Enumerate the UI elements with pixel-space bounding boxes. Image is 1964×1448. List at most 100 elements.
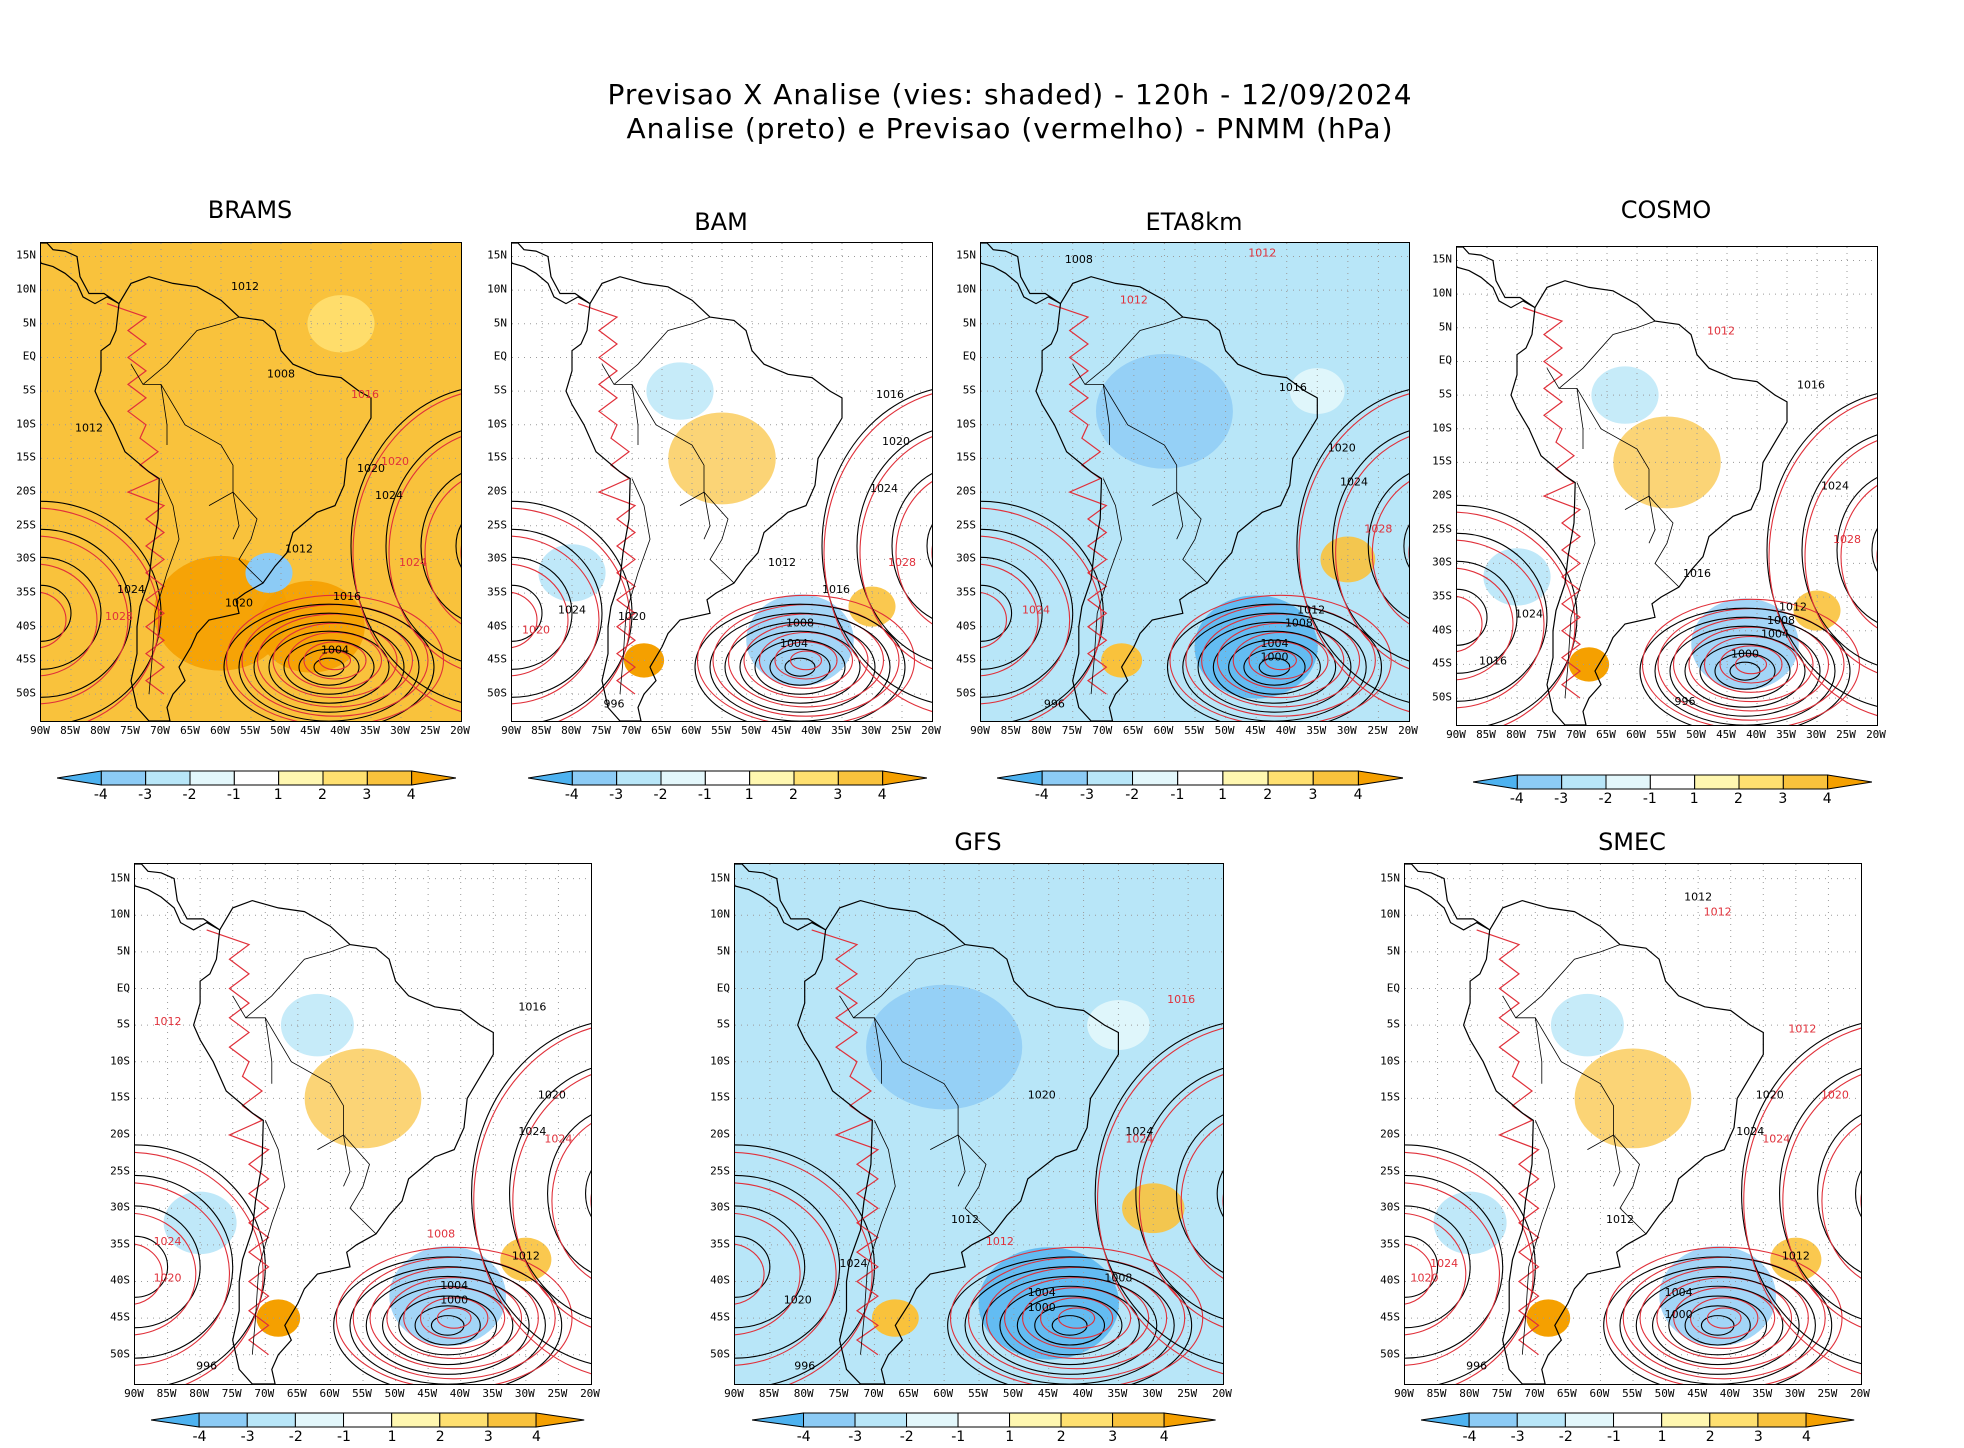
latitude-tick-label: 40S [16,619,36,633]
latitude-tick-label: 40S [710,1273,730,1287]
analysis-isobar-low [1651,1285,1784,1366]
longitude-tick-label: 40W [1719,1387,1740,1400]
longitude-tick-label: 80W [1031,724,1052,737]
latitude-tick-label: 15N [1432,252,1452,266]
isobar-label: 1012 [1707,325,1735,338]
latitude-axis: 15N 10N 5N EQ 5S 10S 15S 20S 25S 30S 35S 40S 45S 50S [694,863,730,1383]
latitude-tick-label: 20S [1432,488,1452,502]
isobar-label: 1016 [1797,378,1825,391]
colorbar-swatch [615,770,661,786]
analysis-isobar-atlantic-high [1741,1023,1861,1365]
analysis-isobar-high [735,1144,875,1384]
central-america-coastline [981,243,1061,305]
colorbar-swatch [906,1412,959,1428]
analysis-isobar-atlantic-high [471,1023,591,1365]
forecast-isobar-atlantic-high [551,1122,591,1279]
analysis-isobar-low [1635,1275,1800,1375]
forecast-isobar-atlantic-high [512,1074,591,1328]
forecast-isobar-andes [577,303,637,695]
analysis-isobar-atlantic-high [1135,1067,1223,1320]
analysis-isobar-low [365,1275,530,1375]
analysis-isobar-low [1699,643,1791,699]
analysis-isobar-atlantic-high [1367,473,1409,619]
longitude-tick-label: 90W [1394,1387,1414,1400]
forecast-isobar-atlantic-high [1371,481,1409,625]
central-america-coastline [1457,247,1536,309]
south-america-coastline [1462,899,1764,1384]
analysis-isobar-low [1639,607,1851,725]
analysis-isobar-atlantic-high [1296,389,1409,703]
longitude-tick-label: 55W [1622,1387,1642,1400]
colorbar-swatch [1565,1412,1615,1428]
latitude-tick-label: 30S [1380,1200,1400,1214]
forecast-isobar-high [41,591,67,649]
colorbar-swatch [881,770,927,786]
analysis-isobar-high [1405,1144,1536,1384]
isobar-label: 1020 [1756,1088,1784,1101]
country-border [1546,367,1584,449]
latitude-tick-label: 40S [487,619,507,633]
isobar-label: 1024 [544,1132,572,1145]
country-border [1558,320,1656,389]
isobar-label: 1016 [518,1000,546,1013]
isobar-label: 1020 [522,623,550,636]
isobar-label: 1004 [1665,1286,1693,1299]
forecast-isobar-low [950,1246,1204,1384]
forecast-isobar-low [789,650,823,671]
longitude-tick-label: 25W [420,724,440,737]
isobar-label: 1000 [1028,1301,1056,1314]
forecast-isobar-low [696,594,916,721]
longitude-tick-label: 25W [891,724,911,737]
analysis-isobar-high [735,1205,806,1329]
longitude-tick-label: 55W [240,724,260,737]
longitude-tick-label: 55W [1184,724,1204,737]
longitude-tick-label: 70W [1566,728,1586,741]
bias-shading-area [1433,1191,1507,1255]
colorbar-label: 4 [1353,787,1363,803]
isobar-label: 1016 [351,388,379,401]
longitude-tick-label: 20W [1866,728,1886,741]
longitude-tick-label: 20W [1850,1387,1870,1400]
analysis-isobar-atlantic-high [1216,1170,1223,1218]
latitude-tick-label: 45S [1432,656,1452,670]
country-border [853,944,966,1019]
analysis-isobar-low [1016,1295,1123,1356]
isobar-label: 1008 [1104,1271,1132,1284]
longitude-tick-label: 50W [741,724,761,737]
longitude-tick-label: 30W [390,724,410,737]
colorbar-label: -3 [240,1429,255,1445]
longitude-tick-label: 40W [449,1387,470,1400]
longitude-axis: 90W 85W 80W 75W 70W 65W 60W 55W 50W 45W 40W 35W 30W 2… [724,1387,1232,1401]
colorbar-swatch [295,1412,345,1428]
forecast-isobar-low [986,1266,1168,1370]
isobar-label: 1004 [321,644,349,657]
longitude-axis: 90W 85W 80W 75W 70W 65W 60W 55W 50W 45W 40W 35W 30W 2… [1446,728,1886,742]
latitude-tick-label: 40S [1432,623,1452,637]
latitude-tick-label: 5S [962,383,976,397]
forecast-isobar-low [272,622,398,699]
isobar-label: 996 [196,1359,217,1372]
country-border [148,478,180,695]
country-border [839,995,882,1084]
colorbar-swatch [391,1412,441,1428]
colorbar-label: -1 [697,787,712,803]
analysis-isobar-low [1729,661,1761,681]
isobar-label: 1000 [1260,650,1288,663]
longitude-tick-label: 25W [1836,728,1856,741]
colorbar-swatch [1267,770,1314,786]
map-canvas: 1008101210121016102010241028101210081004… [981,243,1409,721]
latitude-tick-label: 50S [16,686,36,700]
longitude-tick-label: 65W [180,724,200,737]
forecast-isobar-low [287,631,383,689]
isobar-label: 1004 [1761,627,1789,640]
analysis-isobar-low [1684,1305,1751,1346]
country-border [317,1134,351,1187]
panel-title: SMEC [1598,828,1666,856]
longitude-tick-label: 40W [330,724,350,737]
bias-shading-area [1526,1299,1571,1337]
latitude-tick-label: EQ [716,981,730,994]
colorbar-swatch [100,770,146,786]
analysis-isobar-low [268,630,390,704]
forecast-isobar-low [1248,641,1313,680]
isobar-label: 1004 [1028,1286,1056,1299]
